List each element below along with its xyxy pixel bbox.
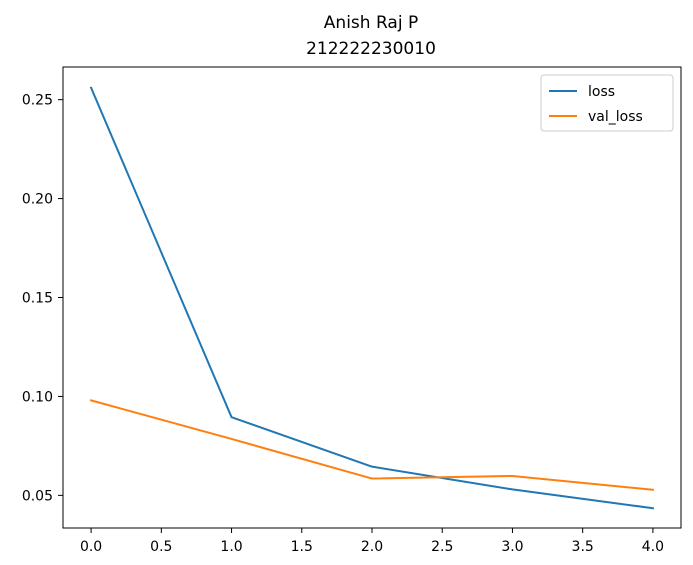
x-tick-label: 3.0 <box>501 539 523 555</box>
series-line-val-loss <box>89 399 655 491</box>
title-line-1: Anish Raj P <box>324 13 418 33</box>
y-tick-label: 0.15 <box>22 291 53 307</box>
axes: 0.0 0.5 1.0 1.5 2.0 2.5 3.0 3.5 4.0 0.05 0.10 0.15 0… <box>22 66 682 555</box>
title-line-2: 212222230010 <box>306 39 436 59</box>
x-tick-label: 2.0 <box>361 539 383 555</box>
plot-lines <box>89 86 655 510</box>
legend-label: val_loss <box>588 109 643 125</box>
x-tick-label: 1.0 <box>220 539 242 555</box>
y-tick-label: 0.05 <box>22 488 53 504</box>
y-tick-label: 0.10 <box>22 389 53 405</box>
series-line-loss <box>89 86 655 510</box>
x-tick-label: 4.0 <box>642 539 664 555</box>
x-tick-label: 2.5 <box>431 539 453 555</box>
legend-label: loss <box>588 84 615 100</box>
legend: loss val_loss <box>540 74 674 132</box>
x-tick-label: 0.5 <box>150 539 172 555</box>
plot-frame <box>62 66 682 529</box>
x-tick-label: 0.0 <box>80 539 102 555</box>
y-tick-label: 0.20 <box>22 192 53 208</box>
y-tick-label: 0.25 <box>22 93 53 109</box>
x-tick-label: 3.5 <box>572 539 594 555</box>
x-tick-label: 1.5 <box>291 539 313 555</box>
chart-title: Anish Raj P 212222230010 <box>306 13 436 59</box>
